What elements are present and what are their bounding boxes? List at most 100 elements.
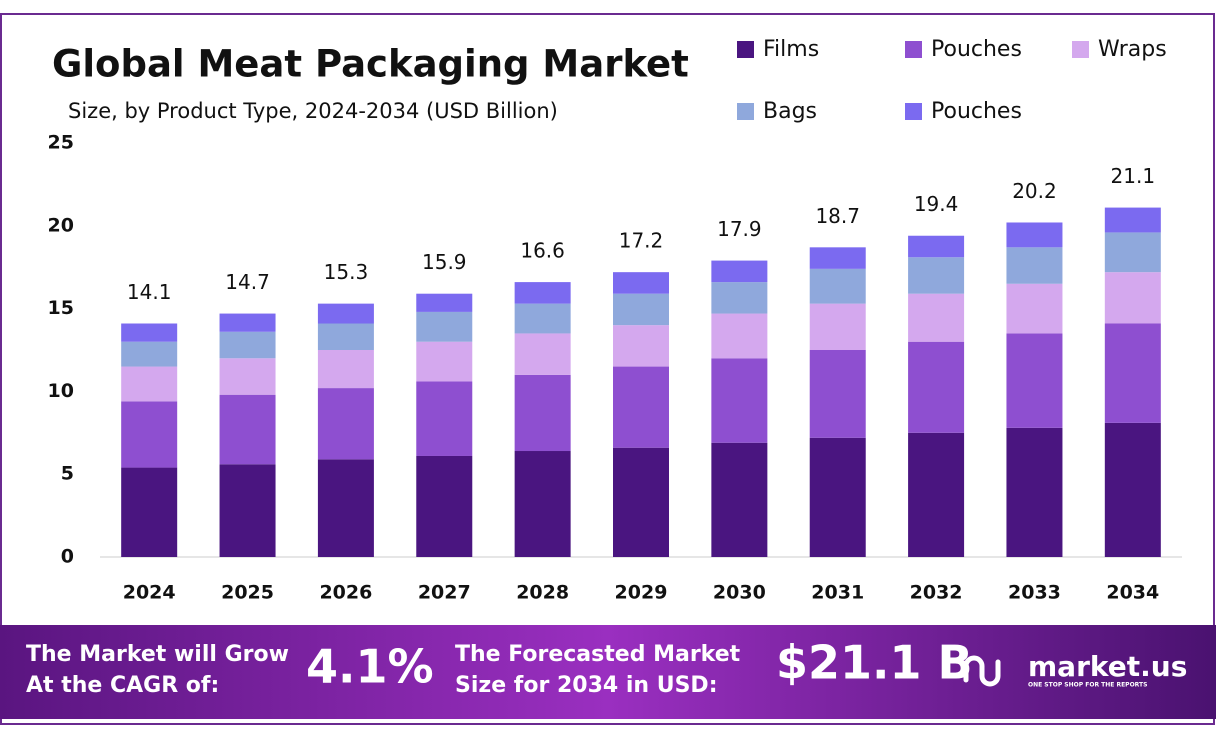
bar-segment — [317, 459, 374, 557]
total-label: 17.9 — [717, 217, 762, 241]
total-label: 15.3 — [324, 260, 369, 284]
bar-segment — [416, 311, 473, 342]
bar-segment — [809, 350, 866, 438]
total-label: 21.1 — [1111, 164, 1156, 188]
bar-segment — [613, 272, 669, 294]
footer-text: At the CAGR of: — [26, 673, 219, 698]
legend-swatch — [737, 41, 754, 58]
bar-segment — [121, 467, 178, 557]
legend-swatch — [1072, 41, 1089, 58]
bar-segment — [1104, 422, 1161, 557]
footer-value: 4.1% — [306, 640, 434, 694]
bar-segment — [121, 323, 178, 342]
y-tick-label: 15 — [48, 297, 74, 319]
bar-segment — [416, 293, 473, 312]
bar-segment — [219, 464, 276, 557]
y-tick-label: 20 — [48, 214, 74, 236]
bar-segment — [908, 293, 965, 342]
bar-segment — [809, 247, 866, 269]
tagline: ONE STOP SHOP FOR THE REPORTS — [1028, 682, 1147, 689]
bar-segment — [219, 394, 276, 465]
footer-value: $21.1 B — [776, 636, 973, 690]
x-tick-label: 2026 — [319, 582, 372, 604]
bar-segment — [711, 260, 768, 283]
bar-segment — [514, 303, 571, 334]
bar-segment — [514, 333, 571, 375]
bar-segment — [613, 325, 669, 367]
total-label: 17.2 — [619, 229, 664, 253]
bar-segment — [1104, 232, 1161, 273]
bar-segment — [317, 303, 374, 324]
bar-segment — [317, 388, 374, 460]
y-tick-label: 0 — [61, 546, 74, 568]
chart-subtitle: Size, by Product Type, 2024-2034 (USD Bi… — [68, 99, 558, 123]
brand: market.us — [1028, 650, 1187, 683]
total-label: 16.6 — [520, 239, 565, 263]
bar-segment — [908, 432, 965, 557]
bar-segment — [416, 341, 473, 382]
bar-segment — [1104, 207, 1161, 233]
total-label: 14.7 — [225, 270, 270, 294]
total-label: 14.1 — [127, 280, 172, 304]
bar-segment — [908, 257, 965, 294]
bar-segment — [121, 401, 178, 468]
legend-label: Films — [763, 37, 819, 62]
footer-band — [0, 625, 1216, 719]
logo-icon — [963, 655, 1001, 687]
legend-label: Wraps — [1098, 37, 1167, 62]
bar-segment — [809, 268, 866, 304]
bar-segment — [219, 313, 276, 332]
bar-segment — [711, 313, 768, 359]
frame — [0, 13, 1215, 725]
bar-segment — [1104, 272, 1161, 324]
x-tick-label: 2032 — [910, 582, 963, 604]
bar-segment — [317, 350, 374, 389]
bar-segment — [1006, 427, 1063, 557]
y-tick-label: 25 — [48, 132, 74, 154]
bar-segment — [514, 451, 571, 557]
x-tick-label: 2027 — [418, 582, 471, 604]
bar-segment — [416, 455, 473, 557]
bar-segment — [514, 374, 571, 452]
bar-segment — [121, 341, 178, 367]
bar-segment — [514, 282, 571, 304]
bar-segment — [317, 323, 374, 350]
total-label: 20.2 — [1012, 179, 1057, 203]
x-tick-label: 2030 — [713, 582, 766, 604]
y-tick-label: 10 — [48, 380, 74, 402]
bar-segment — [908, 235, 965, 258]
x-tick-label: 2031 — [811, 582, 864, 604]
bar-segment — [613, 366, 669, 448]
chart-title: Global Meat Packaging Market — [52, 43, 689, 86]
bar-segment — [1006, 222, 1063, 248]
total-label: 15.9 — [422, 250, 467, 274]
bar-segment — [1104, 323, 1161, 423]
footer-text: The Forecasted Market — [455, 642, 741, 667]
x-tick-label: 2029 — [615, 582, 668, 604]
bar-segment — [711, 282, 768, 314]
legend-label: Pouches — [931, 99, 1022, 124]
total-label: 18.7 — [815, 204, 860, 228]
bar-segment — [416, 381, 473, 456]
footer-text: The Market will Grow — [26, 642, 289, 667]
legend-swatch — [905, 103, 922, 120]
bar-segment — [711, 442, 768, 557]
legend-label: Bags — [763, 99, 817, 124]
footer-text: Size for 2034 in USD: — [455, 673, 718, 698]
bar-segment — [121, 366, 178, 402]
x-tick-label: 2033 — [1008, 582, 1061, 604]
bar-segment — [711, 358, 768, 443]
bar-segment — [1006, 283, 1063, 334]
bar-segment — [613, 447, 669, 557]
legend-swatch — [905, 41, 922, 58]
bar-segment — [1006, 333, 1063, 428]
total-label: 19.4 — [914, 192, 959, 216]
bar-segment — [1006, 247, 1063, 284]
x-tick-label: 2024 — [123, 582, 176, 604]
bar-segment — [809, 437, 866, 557]
x-tick-label: 2034 — [1106, 582, 1159, 604]
bar-segment — [908, 341, 965, 433]
x-tick-label: 2028 — [516, 582, 569, 604]
